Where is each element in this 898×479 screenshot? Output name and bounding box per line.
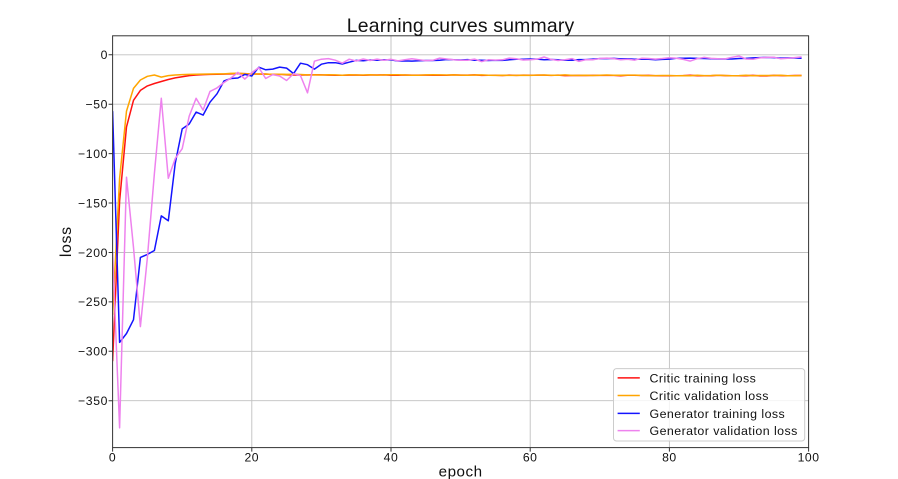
svg-text:epoch: epoch: [439, 463, 483, 479]
svg-text:100: 100: [798, 451, 820, 465]
svg-text:0: 0: [109, 451, 116, 465]
svg-text:−300: −300: [78, 345, 108, 359]
svg-text:−200: −200: [78, 246, 108, 260]
svg-text:20: 20: [244, 451, 259, 465]
svg-text:−50: −50: [85, 98, 108, 112]
svg-text:0: 0: [101, 48, 108, 62]
svg-text:−150: −150: [78, 196, 108, 210]
svg-text:loss: loss: [58, 226, 75, 257]
svg-text:80: 80: [662, 451, 677, 465]
svg-text:60: 60: [523, 451, 538, 465]
svg-text:−350: −350: [78, 394, 108, 408]
svg-text:Generator validation loss: Generator validation loss: [650, 424, 798, 438]
svg-text:40: 40: [384, 451, 399, 465]
svg-text:−100: −100: [78, 147, 108, 161]
svg-text:Critic validation loss: Critic validation loss: [650, 389, 769, 403]
svg-text:Learning curves summary: Learning curves summary: [347, 15, 575, 37]
svg-text:−250: −250: [78, 295, 108, 309]
svg-text:Critic training loss: Critic training loss: [650, 371, 757, 385]
svg-text:Generator training loss: Generator training loss: [650, 407, 786, 421]
